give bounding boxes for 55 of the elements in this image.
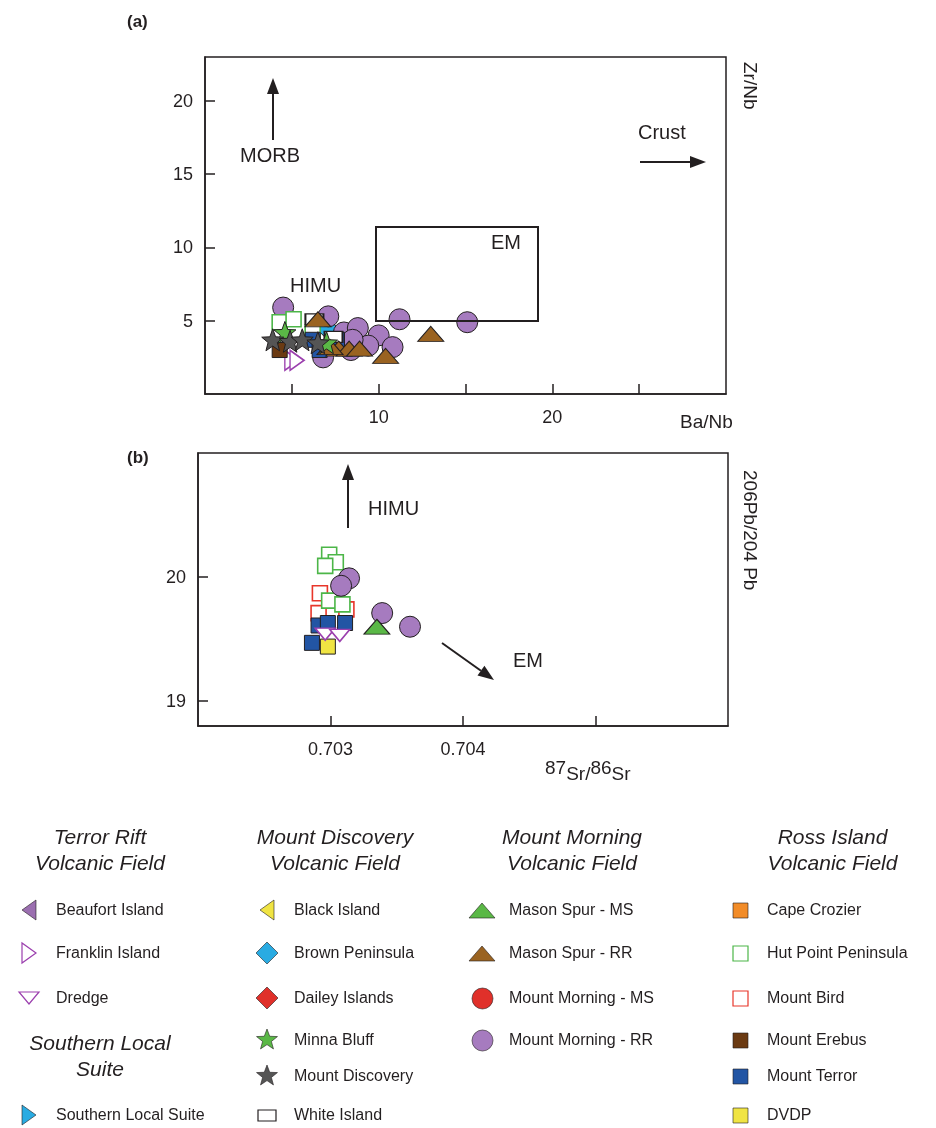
legend-label: Southern Local Suite — [56, 1106, 205, 1124]
legend-label: Black Island — [294, 901, 381, 919]
legend-label: Beaufort Island — [56, 901, 164, 919]
annotation: EM — [513, 649, 543, 671]
point — [334, 596, 351, 613]
y-tick-label: 20 — [165, 567, 186, 588]
legend-label: Mount Discovery — [294, 1067, 414, 1085]
annotation: EM — [491, 231, 521, 253]
point — [371, 602, 394, 625]
y-tick-label: 15 — [172, 164, 193, 185]
y-tick-label: 19 — [165, 691, 186, 712]
legend-label: Dailey Islands — [294, 989, 394, 1007]
text: Mount Discovery Volcanic Field — [255, 824, 415, 876]
legend-label: White Island — [294, 1106, 383, 1124]
legend-label: Mount Bird — [767, 989, 845, 1007]
legend-label: Cape Crozier — [767, 901, 862, 919]
point — [303, 634, 320, 651]
y-tick-label: 10 — [172, 237, 193, 258]
x-axis-title: Ba/Nb — [680, 410, 733, 434]
legend-label: Mount Morning - MS — [509, 989, 654, 1007]
legend-label: Hut Point Peninsula — [767, 944, 908, 962]
text: Southern Local Suite — [28, 1030, 172, 1082]
y-tick-label: 5 — [182, 310, 193, 331]
chart-title: (a) — [127, 12, 148, 31]
annotation: MORB — [240, 144, 300, 166]
legend-label: Mount Morning - RR — [509, 1031, 654, 1049]
y-tick-label: 20 — [172, 90, 193, 111]
legend-label: DVDP — [767, 1106, 812, 1124]
annotation: HIMU — [368, 497, 420, 519]
x-tick-label: 0.703 — [307, 739, 354, 759]
y-axis-title: Zr/Nb — [739, 62, 762, 110]
legend-label: Mount Terror — [767, 1067, 858, 1085]
point — [399, 615, 421, 638]
point — [330, 574, 353, 597]
y-axis-title: 206Pb/204 Pb — [739, 470, 762, 591]
legend-label: Brown Peninsula — [294, 944, 415, 962]
point — [290, 328, 314, 352]
legend-label: Franklin Island — [56, 944, 161, 962]
legend-label: Mason Spur - RR — [509, 944, 633, 962]
x-tick-label: 0.704 — [440, 739, 486, 759]
legend-label: Mason Spur - MS — [509, 901, 634, 919]
legend-label: Minna Bluff — [294, 1031, 374, 1049]
point — [306, 331, 330, 355]
point — [261, 328, 285, 352]
text: Mount Morning Volcanic Field — [500, 824, 644, 876]
chart-title: (b) — [127, 448, 149, 467]
point — [319, 638, 336, 655]
legend-label: Dredge — [56, 989, 109, 1007]
legend-label: Mount Erebus — [767, 1031, 867, 1049]
annotation: Crust — [638, 121, 687, 143]
text: Terror Rift Volcanic Field — [34, 824, 167, 876]
point — [285, 310, 302, 328]
point — [316, 557, 334, 575]
annotation: HIMU — [290, 274, 342, 296]
text: Ross Island Volcanic Field — [766, 824, 899, 876]
